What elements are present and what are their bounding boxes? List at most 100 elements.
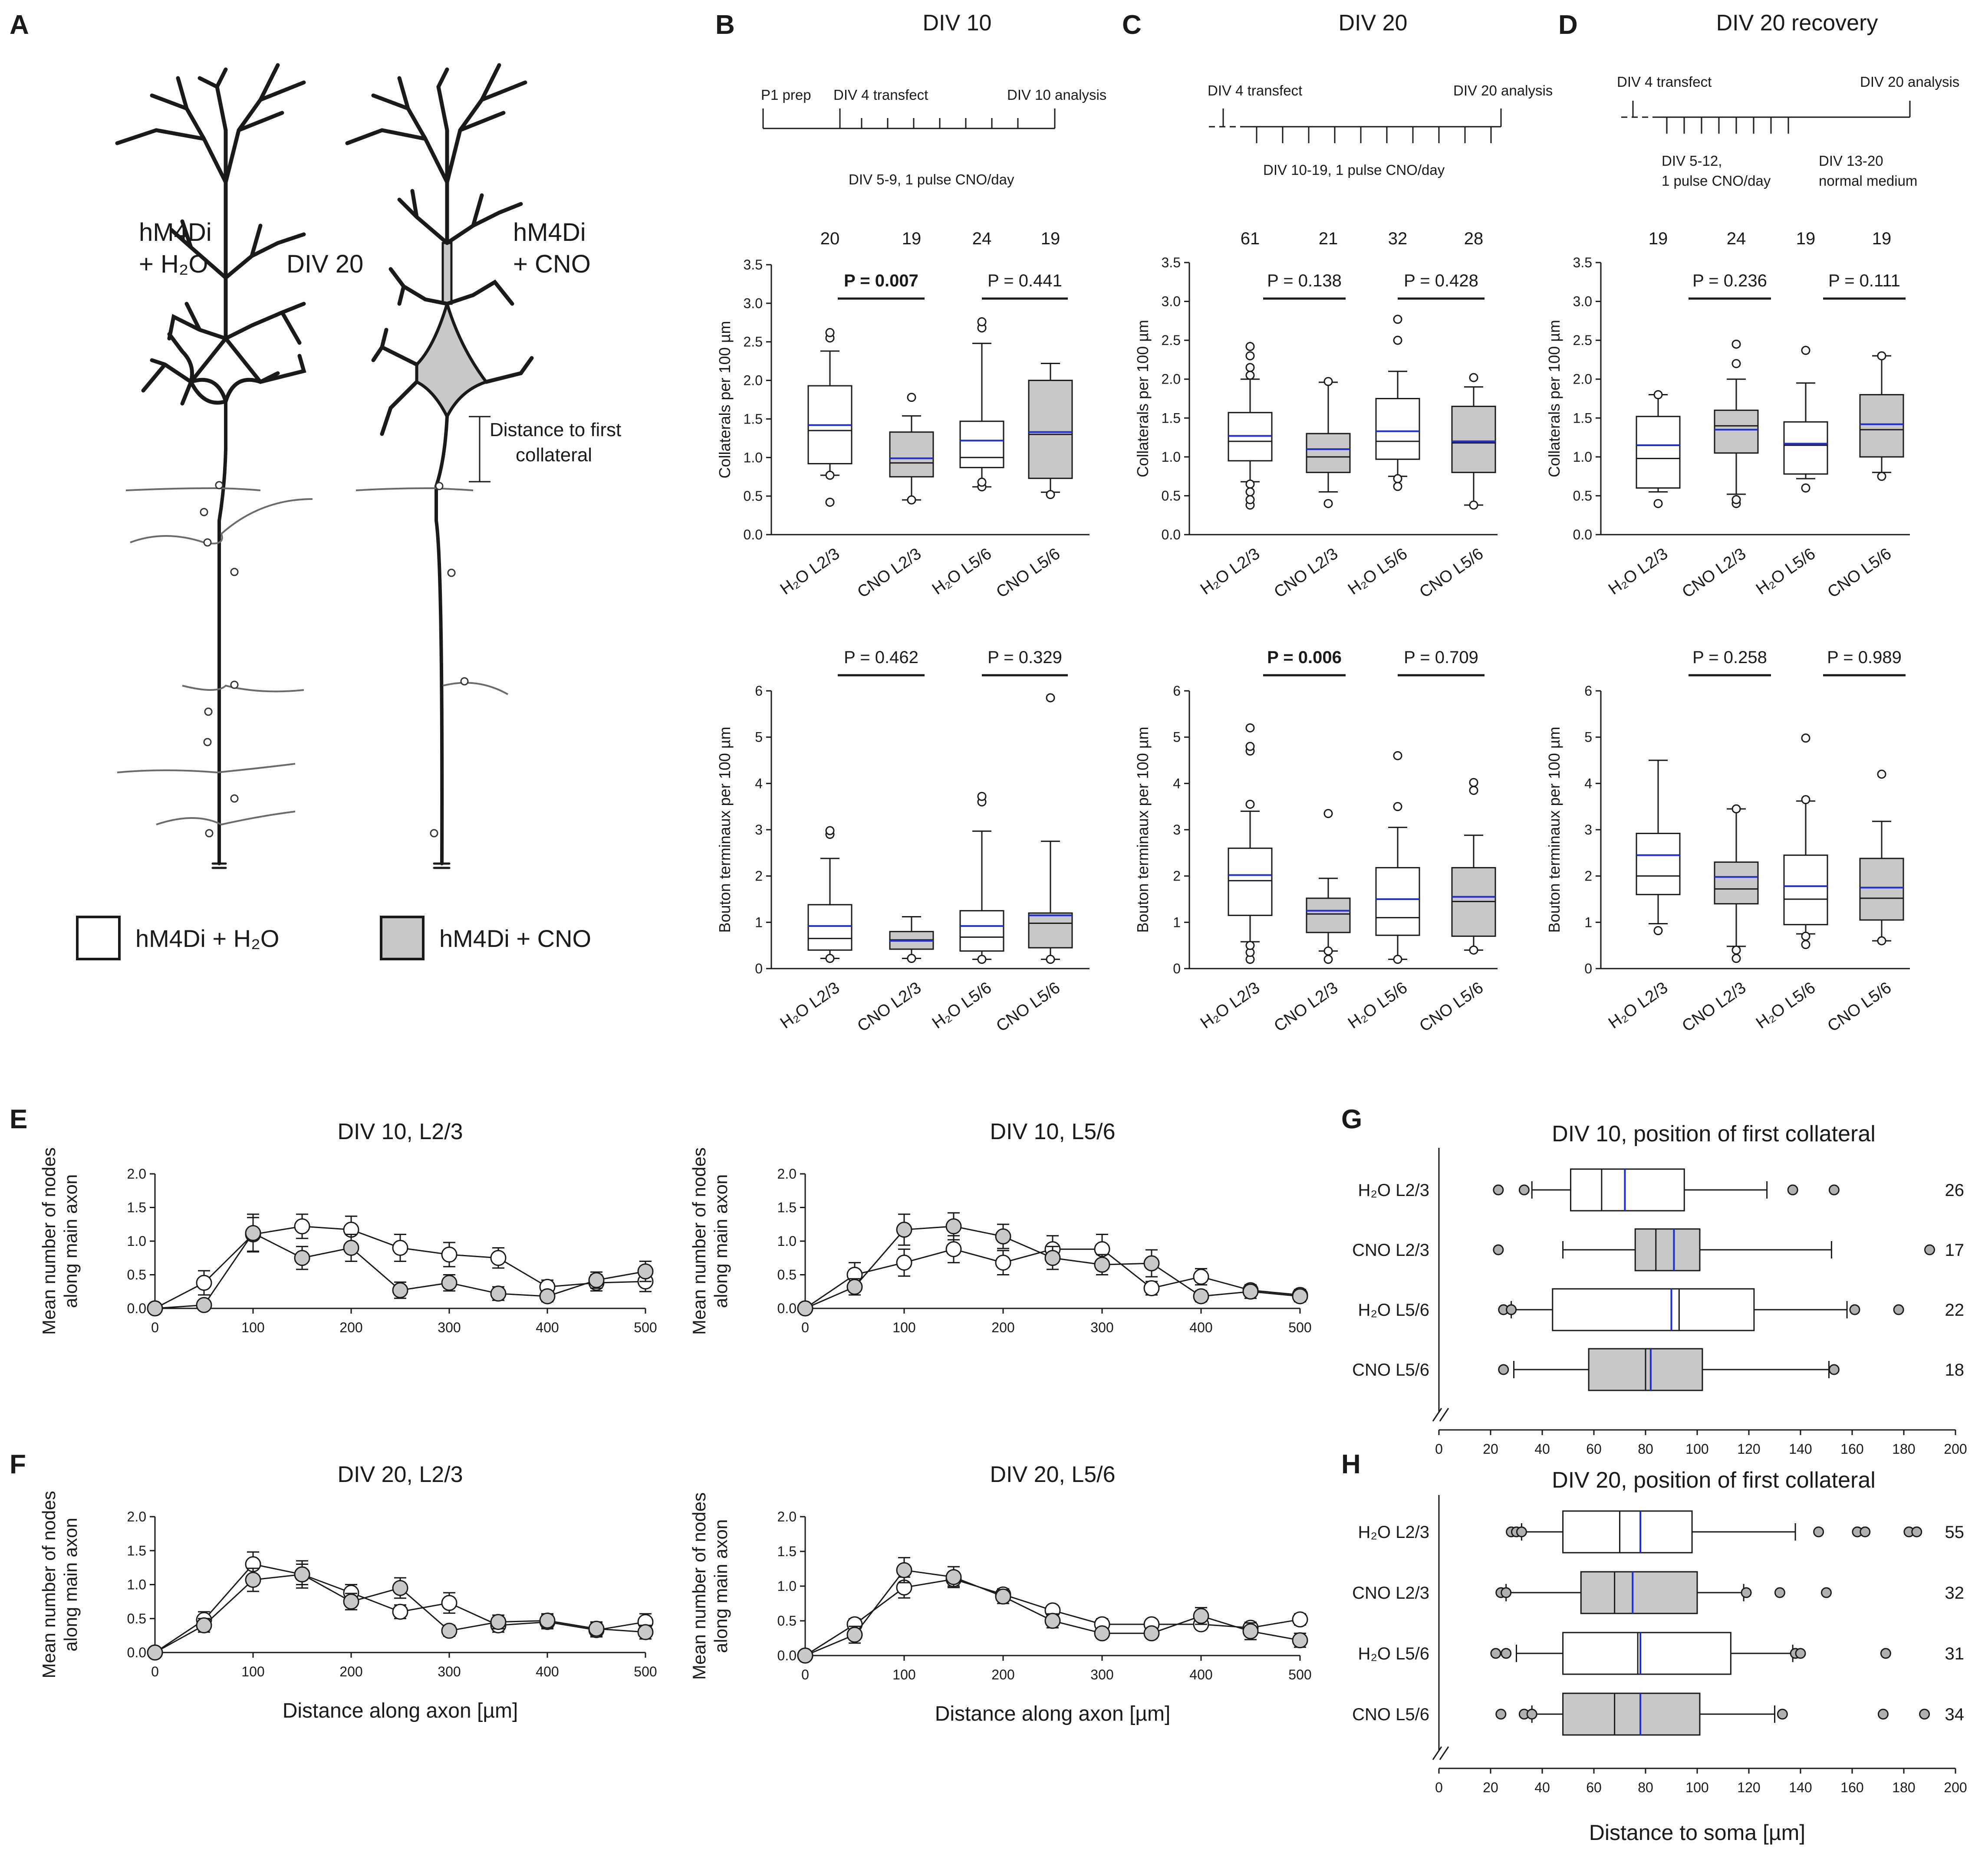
outlier-point	[1653, 390, 1663, 400]
timeline-d-analysis: DIV 20 analysis	[1860, 74, 1959, 90]
y-tick-label: 1.0	[1573, 449, 1592, 465]
y-axis-label: Collaterals per 100 µm	[1134, 320, 1152, 477]
sample-size-label: 28	[1464, 229, 1484, 248]
outlier-point	[1801, 940, 1810, 949]
y-tick-label: 0.5	[744, 488, 763, 504]
series-cno	[797, 1557, 1308, 1664]
sample-size-label: 32	[1945, 1584, 1965, 1603]
legend-label-h2o: hM4Di + H₂O	[135, 925, 279, 952]
y-tick-label: 2.0	[744, 373, 763, 388]
box-iqr	[1028, 380, 1073, 479]
outlier-point	[1801, 795, 1810, 805]
timeline-b-cno: DIV 5-9, 1 pulse CNO/day	[849, 171, 1014, 187]
outlier-point	[1801, 483, 1810, 493]
data-point	[846, 1626, 863, 1643]
panel-label-d: D	[1558, 10, 1578, 40]
p-value-label: P = 0.428	[1404, 271, 1478, 290]
x-tick-label: 60	[1586, 1441, 1602, 1457]
box-iqr	[1859, 394, 1904, 458]
data-point	[147, 1644, 163, 1661]
sample-size-label: 19	[1041, 229, 1060, 248]
chart-title: DIV 10	[923, 10, 992, 36]
data-point	[294, 1566, 310, 1583]
outlier-point	[1731, 954, 1741, 963]
outlier-point	[1774, 1587, 1785, 1598]
chart-d-bottom: 0 1 2 3 4 5 6 Bouton terminaux per 100 µm P = 0.…	[1545, 648, 1910, 1035]
data-point	[1193, 1608, 1209, 1624]
y-tick-label: 6	[755, 683, 763, 699]
x-tick-label: 100	[892, 1320, 915, 1335]
outlier-point	[1493, 1184, 1504, 1196]
data-point	[392, 1240, 408, 1256]
category-label: H₂O L5/6	[1753, 545, 1819, 598]
x-tick-label: 80	[1638, 1441, 1653, 1457]
sample-size-label: 34	[1945, 1705, 1965, 1724]
box-cno-l2-3	[1306, 377, 1351, 508]
chart-b-bottom: 0 1 2 3 4 5 6 Bouton terminaux per 100 µm P = 0.…	[716, 648, 1090, 1035]
x-tick-label: 40	[1534, 1441, 1550, 1457]
y-axis-label-line2: along main axon	[60, 1174, 81, 1308]
outlier-point	[1526, 1708, 1537, 1720]
y-tick-label: 0	[755, 961, 763, 976]
data-point	[1193, 1268, 1209, 1285]
condition-legend: hM4Di + H₂O hM4Di + CNO	[76, 916, 591, 960]
box-iqr	[1562, 1510, 1693, 1554]
outlier-point	[1323, 946, 1333, 956]
y-tick-label: 3	[1584, 822, 1592, 838]
outlier-point	[1245, 723, 1255, 733]
y-tick-label: 0.5	[1162, 488, 1181, 503]
sample-size-label: 61	[1241, 229, 1260, 248]
x-tick-label: 20	[1483, 1441, 1498, 1457]
category-label: CNO L5/6	[1416, 979, 1487, 1035]
data-point	[1094, 1625, 1110, 1642]
sample-size-label: 22	[1945, 1301, 1965, 1320]
outlier-point	[977, 955, 987, 964]
x-tick-label: 180	[1892, 1441, 1915, 1457]
p-value-label: P = 0.007	[844, 271, 918, 290]
sample-size-label: 19	[1649, 229, 1668, 248]
y-tick-label: 3	[755, 822, 763, 838]
outlier-point	[1245, 799, 1255, 809]
data-point	[490, 1250, 507, 1266]
box-iqr	[1562, 1692, 1701, 1736]
outlier-point	[1787, 1184, 1798, 1196]
y-tick-label: 1.0	[1162, 449, 1181, 465]
y-axis-label-line1: Mean number of nodes	[39, 1491, 59, 1679]
data-point	[343, 1240, 359, 1256]
data-point	[1292, 1632, 1308, 1649]
box-iqr	[1783, 421, 1828, 475]
chart-c-bottom: 0 1 2 3 4 5 6 Bouton terminaux per 100 µm P = 0.…	[1134, 648, 1498, 1035]
outlier-point	[1323, 377, 1333, 386]
sample-size-label: 55	[1945, 1523, 1965, 1542]
category-label: H₂O L2/3	[1605, 545, 1671, 598]
data-point	[1193, 1288, 1209, 1304]
y-tick-label: 1.5	[1162, 410, 1181, 426]
category-label: H₂O L2/3	[1605, 979, 1671, 1032]
y-tick-label: 3.5	[1573, 255, 1592, 270]
box-h-o-l2-3: H₂O L2/3 26	[1358, 1168, 1964, 1212]
x-tick-label: 100	[1685, 1441, 1708, 1457]
y-tick-label: 1.5	[127, 1200, 146, 1216]
outlier-point	[1393, 335, 1402, 345]
box-h-o-l5-6	[1375, 315, 1420, 491]
chart-title: DIV 10, L2/3	[337, 1119, 463, 1144]
chart-f-right: DIV 20, L5/6 0.0 0.5 1.0 1.5 2.0 0 100 200 300 400…	[689, 1462, 1312, 1725]
box-iqr	[807, 904, 853, 951]
outlier-point	[1777, 1708, 1788, 1720]
x-tick-label: 100	[1685, 1780, 1708, 1795]
y-tick-label: 0.0	[777, 1648, 797, 1663]
sample-size-label: 19	[1872, 229, 1892, 248]
x-tick-label: 40	[1534, 1780, 1550, 1795]
data-point	[995, 1255, 1011, 1271]
outlier-point	[1731, 495, 1741, 504]
chart-title: DIV 20	[1339, 10, 1408, 36]
outlier-point	[1731, 804, 1741, 814]
outlier-point	[1877, 769, 1886, 779]
chart-e-right: DIV 10, L5/6 0.0 0.5 1.0 1.5 2.0 0 100 200 300 400…	[689, 1119, 1312, 1335]
box-cno-l2-3	[1714, 804, 1759, 963]
y-tick-label: 2.0	[777, 1166, 797, 1182]
x-tick-label: 400	[536, 1664, 559, 1679]
outlier-point	[1911, 1526, 1922, 1538]
outlier-point	[1393, 474, 1402, 483]
